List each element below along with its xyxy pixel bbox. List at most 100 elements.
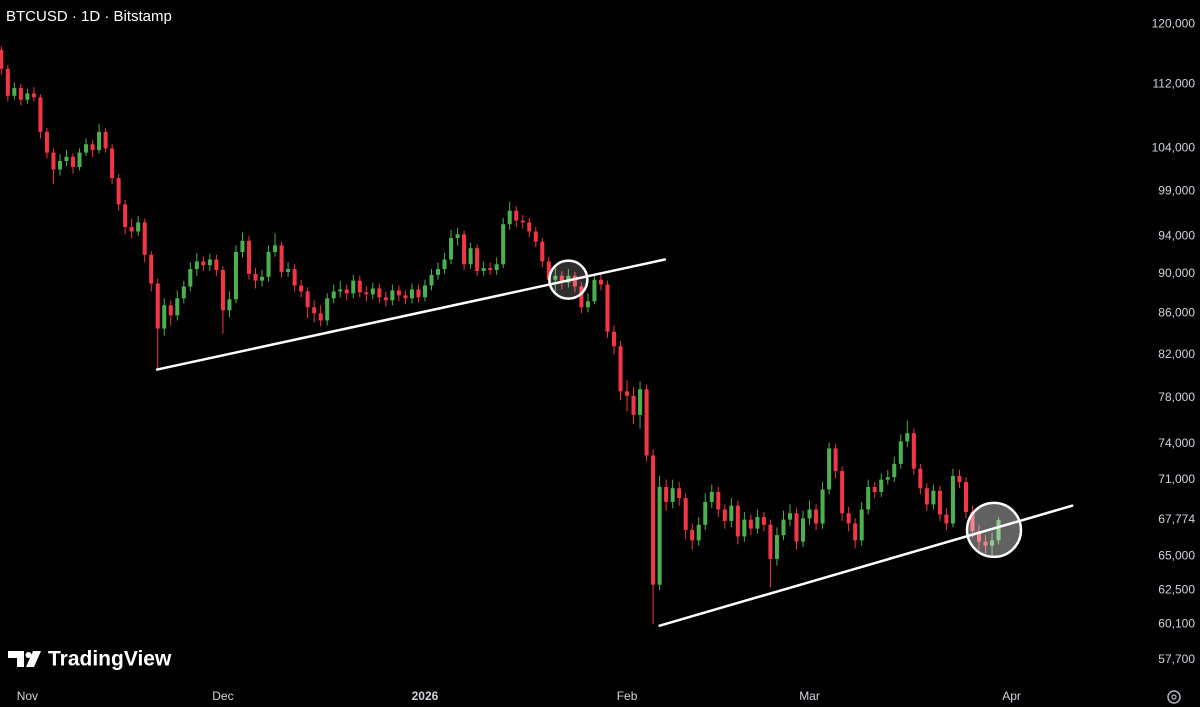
candle-body: [690, 529, 695, 541]
candle-body: [266, 251, 271, 277]
candle-body: [331, 291, 336, 299]
candle-body: [774, 535, 779, 559]
candle-body: [357, 280, 362, 293]
settings-icon[interactable]: [1167, 690, 1181, 704]
candle-body: [996, 519, 1001, 541]
y-tick-label: 112,000: [1153, 76, 1196, 90]
chart-title: BTCUSD · 1D · Bitstamp: [6, 8, 172, 25]
candle-body: [116, 178, 121, 205]
candle-body: [449, 237, 454, 260]
candle-body: [435, 269, 441, 275]
candle-body: [924, 488, 929, 505]
y-tick-label: 120,000: [1152, 16, 1196, 30]
candle-body: [846, 513, 851, 524]
candle-body: [494, 264, 499, 271]
candle-body: [820, 489, 825, 524]
x-tick-label: Nov: [17, 689, 38, 703]
candle-body: [162, 305, 167, 329]
candle-body: [800, 518, 806, 542]
candle-body: [338, 289, 343, 292]
candle-body: [18, 87, 23, 100]
candle-body: [709, 491, 714, 502]
candle-body: [866, 486, 871, 510]
logo: TradingView: [8, 648, 172, 671]
candle-body: [735, 505, 740, 537]
candle-body: [5, 68, 10, 96]
candle-body: [970, 511, 975, 532]
candle-body: [90, 144, 95, 151]
candle-body: [761, 517, 766, 525]
candle-body: [305, 291, 310, 308]
candle-body: [429, 274, 434, 286]
y-tick-label: 62,500: [1158, 582, 1195, 596]
candle-body: [475, 248, 480, 271]
candle-body: [618, 346, 623, 392]
candle-body: [585, 301, 590, 308]
candle-body: [103, 131, 108, 149]
candle-body: [892, 463, 897, 478]
candle-body: [540, 241, 545, 262]
y-tick-label: 57,700: [1158, 652, 1195, 666]
candle-body: [514, 210, 519, 221]
candle-body: [898, 441, 903, 464]
y-tick-label: 99,000: [1158, 183, 1195, 197]
candle-body: [611, 331, 617, 347]
candle-body: [468, 248, 473, 265]
candle-body: [827, 448, 832, 490]
candle-body: [814, 509, 819, 524]
candle-body: [748, 519, 753, 529]
candle-body: [696, 524, 701, 541]
candle-body: [918, 468, 923, 489]
candle-body: [240, 240, 245, 252]
candle-body: [0, 49, 4, 69]
candle-body: [299, 285, 304, 292]
candle-body: [351, 280, 356, 294]
candle-body: [944, 514, 949, 524]
plot-area: [0, 46, 1074, 627]
candle-body: [625, 391, 630, 396]
candle-body: [344, 289, 349, 294]
candle-body: [31, 93, 36, 98]
watermark: TradingView: [48, 648, 172, 671]
axes: 120,000 112,000 104,000 99,000 94,000 90,000 8…: [17, 16, 1196, 703]
candle-body: [683, 498, 688, 530]
y-tick-label: 60,100: [1158, 616, 1195, 630]
candle-body: [286, 269, 291, 272]
candle-body: [488, 268, 493, 271]
candle-body: [422, 285, 427, 298]
candle-body: [638, 389, 643, 415]
candle-body: [12, 87, 17, 96]
candle-body: [44, 131, 49, 153]
candle-body: [911, 433, 916, 469]
candle-body: [136, 222, 141, 232]
candle-body: [937, 490, 942, 515]
candle-body: [520, 220, 525, 223]
y-tick-label: 67,774: [1158, 512, 1195, 526]
candle-body: [833, 448, 838, 472]
candle-body: [722, 509, 727, 521]
candle-body: [194, 261, 199, 270]
candle-body: [963, 482, 968, 512]
y-tick-label: 78,000: [1158, 390, 1195, 404]
candle-body: [807, 509, 812, 519]
candle-body: [442, 259, 447, 270]
candle-body: [201, 261, 206, 266]
candle-body: [318, 313, 323, 321]
candle-body: [664, 486, 669, 502]
candle-body: [598, 279, 603, 285]
candle-body: [931, 490, 936, 505]
candle-body: [716, 491, 721, 510]
candle-body: [781, 519, 786, 536]
candle-body: [155, 283, 160, 329]
candle-body: [651, 455, 656, 585]
candle-body: [123, 204, 128, 227]
candle-body: [325, 298, 330, 321]
trend-line: [155, 258, 667, 371]
candle-body: [501, 224, 506, 265]
y-tick-label: 94,000: [1158, 228, 1195, 242]
x-tick-label: Mar: [799, 689, 820, 703]
candle-body: [383, 297, 388, 301]
candle-body: [403, 295, 408, 299]
candle-body: [885, 477, 890, 480]
